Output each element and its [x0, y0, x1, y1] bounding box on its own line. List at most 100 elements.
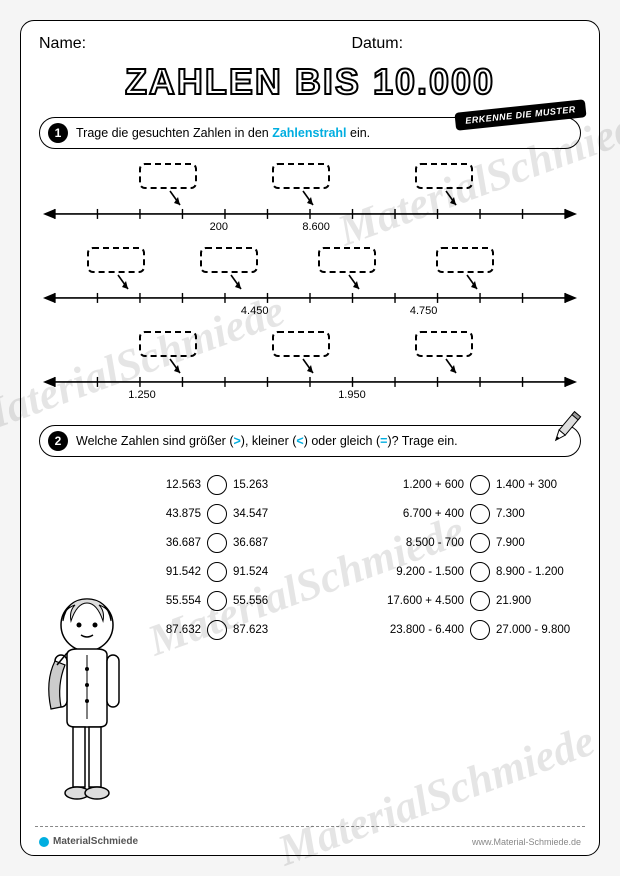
compare-right-value: 55.556 — [233, 595, 268, 607]
pencil-icon — [546, 408, 586, 448]
compare-right-value: 15.263 — [233, 479, 268, 491]
pattern-badge: ERKENNE DIE MUSTER — [454, 99, 586, 131]
compare-row: 36.687 36.687 — [149, 533, 356, 553]
compare-right-value: 7.900 — [496, 537, 525, 549]
axis-label: 8.600 — [302, 221, 330, 233]
compare-row: 1.200 + 600 1.400 + 300 — [374, 475, 581, 495]
worksheet-page: Name: Datum: ZAHLEN BIS 10.000 1 Trage d… — [20, 20, 600, 856]
compare-left-value: 87.632 — [149, 624, 201, 636]
task1-number: 1 — [48, 123, 68, 143]
answer-circle[interactable] — [470, 504, 490, 524]
axis-label: 4.450 — [241, 305, 269, 317]
task2-number: 2 — [48, 431, 68, 451]
axis-label: 1.950 — [338, 389, 366, 401]
compare-right-value: 91.524 — [233, 566, 268, 578]
answer-box[interactable] — [436, 247, 494, 273]
compare-left-value: 43.875 — [149, 508, 201, 520]
number-lines: 200 8.600 4.450 4.750 1.250 1.950 — [41, 161, 579, 407]
compare-left-value: 17.600 + 4.500 — [374, 595, 464, 607]
compare-left-value: 36.687 — [149, 537, 201, 549]
compare-left-value: 23.800 - 6.400 — [374, 624, 464, 636]
compare-right-value: 34.547 — [233, 508, 268, 520]
answer-circle[interactable] — [470, 475, 490, 495]
answer-circle[interactable] — [207, 591, 227, 611]
compare-right-value: 7.300 — [496, 508, 525, 520]
answer-box[interactable] — [415, 163, 473, 189]
task2-bar: 2 Welche Zahlen sind größer (>), kleiner… — [39, 425, 581, 457]
answer-circle[interactable] — [470, 562, 490, 582]
answer-circle[interactable] — [470, 591, 490, 611]
ground-line — [35, 819, 585, 827]
arrow-icon — [225, 273, 247, 295]
answer-circle[interactable] — [470, 620, 490, 640]
header-row: Name: Datum: — [39, 35, 581, 53]
answer-box[interactable] — [87, 247, 145, 273]
answer-box[interactable] — [139, 331, 197, 357]
arrow-icon — [440, 189, 462, 211]
compare-row: 9.200 - 1.500 8.900 - 1.200 — [374, 562, 581, 582]
compare-left-value: 1.200 + 600 — [374, 479, 464, 491]
arrow-icon — [297, 189, 319, 211]
task1-bar: 1 Trage die gesuchten Zahlen in den Zahl… — [39, 117, 581, 149]
compare-grid: 12.563 15.263 43.875 34.547 36.687 36.687 9… — [149, 475, 581, 649]
answer-box[interactable] — [272, 163, 330, 189]
answer-circle[interactable] — [207, 475, 227, 495]
footer-logo: MaterialSchmiede — [39, 836, 138, 847]
compare-right-value: 8.900 - 1.200 — [496, 566, 564, 578]
arrow-icon — [112, 273, 134, 295]
compare-row: 8.500 - 700 7.900 — [374, 533, 581, 553]
compare-col-right: 1.200 + 600 1.400 + 300 6.700 + 400 7.300… — [374, 475, 581, 649]
child-illustration — [37, 591, 137, 821]
arrow-icon — [343, 273, 365, 295]
task2-text: Welche Zahlen sind größer (>), kleiner (… — [76, 434, 458, 448]
compare-row: 55.554 55.556 — [149, 591, 356, 611]
answer-box[interactable] — [200, 247, 258, 273]
compare-right-value: 1.400 + 300 — [496, 479, 557, 491]
compare-row: 87.632 87.623 — [149, 620, 356, 640]
compare-left-value: 9.200 - 1.500 — [374, 566, 464, 578]
logo-dot-icon — [39, 837, 49, 847]
answer-circle[interactable] — [207, 620, 227, 640]
compare-col-left: 12.563 15.263 43.875 34.547 36.687 36.687 9… — [149, 475, 356, 649]
compare-row: 91.542 91.524 — [149, 562, 356, 582]
number-line: 4.450 4.750 — [41, 245, 579, 323]
arrow-icon — [461, 273, 483, 295]
compare-row: 43.875 34.547 — [149, 504, 356, 524]
answer-circle[interactable] — [207, 562, 227, 582]
task1-text: Trage die gesuchten Zahlen in den Zahlen… — [76, 126, 370, 140]
compare-left-value: 6.700 + 400 — [374, 508, 464, 520]
axis-label: 200 — [210, 221, 228, 233]
number-line: 200 8.600 — [41, 161, 579, 239]
compare-row: 17.600 + 4.500 21.900 — [374, 591, 581, 611]
compare-right-value: 87.623 — [233, 624, 268, 636]
footer-url: www.Material-Schmiede.de — [472, 837, 581, 847]
number-line: 1.250 1.950 — [41, 329, 579, 407]
compare-right-value: 27.000 - 9.800 — [496, 624, 570, 636]
compare-row: 12.563 15.263 — [149, 475, 356, 495]
axis-label: 1.250 — [128, 389, 156, 401]
name-label: Name: — [39, 35, 86, 53]
answer-box[interactable] — [139, 163, 197, 189]
date-label: Datum: — [351, 35, 403, 53]
answer-box[interactable] — [415, 331, 473, 357]
axis-label: 4.750 — [410, 305, 438, 317]
compare-right-value: 21.900 — [496, 595, 531, 607]
compare-left-value: 12.563 — [149, 479, 201, 491]
answer-box[interactable] — [272, 331, 330, 357]
arrow-icon — [440, 357, 462, 379]
answer-circle[interactable] — [470, 533, 490, 553]
compare-left-value: 55.554 — [149, 595, 201, 607]
compare-row: 23.800 - 6.400 27.000 - 9.800 — [374, 620, 581, 640]
arrow-icon — [164, 189, 186, 211]
compare-right-value: 36.687 — [233, 537, 268, 549]
answer-box[interactable] — [318, 247, 376, 273]
answer-circle[interactable] — [207, 533, 227, 553]
answer-circle[interactable] — [207, 504, 227, 524]
compare-left-value: 91.542 — [149, 566, 201, 578]
compare-row: 6.700 + 400 7.300 — [374, 504, 581, 524]
arrow-icon — [164, 357, 186, 379]
footer: MaterialSchmiede www.Material-Schmiede.d… — [39, 836, 581, 847]
page-title: ZAHLEN BIS 10.000 — [39, 61, 581, 103]
arrow-icon — [297, 357, 319, 379]
compare-left-value: 8.500 - 700 — [374, 537, 464, 549]
